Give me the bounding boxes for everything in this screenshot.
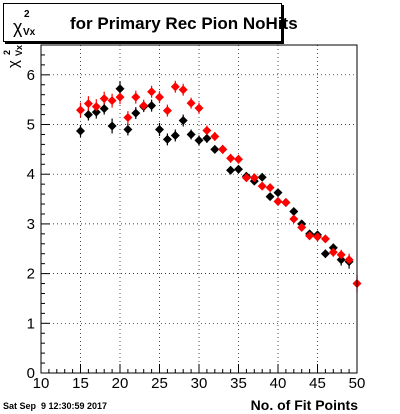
data-point (249, 173, 259, 183)
x-tick-label: 45 (309, 375, 326, 392)
axis-ticks (40, 44, 358, 374)
data-point (226, 165, 236, 175)
data-point (155, 124, 164, 134)
data-point (76, 105, 85, 115)
y-axis-title-sup: 2 (2, 50, 12, 55)
title-superscript: 2 (24, 9, 30, 20)
data-point (147, 87, 157, 97)
timestamp: Sat Sep 9 12:30:59 2017 (3, 401, 107, 411)
x-tick-label: 10 (33, 375, 50, 392)
plot-title: for Primary Rec Pion NoHits (70, 14, 298, 33)
y-tick-label: 1 (27, 315, 35, 332)
data-point (131, 92, 141, 102)
y-tick-label: 3 (27, 216, 35, 233)
data-point (313, 232, 322, 242)
y-tick-label: 0 (27, 365, 35, 382)
data-point (115, 92, 125, 102)
data-point (210, 144, 220, 154)
y-axis-title-sub: Vx (14, 45, 24, 56)
data-point (162, 106, 172, 116)
data-point (234, 154, 243, 164)
data-point (123, 113, 133, 123)
data-point (139, 101, 149, 111)
x-tick-label: 35 (230, 375, 247, 392)
error-bars (79, 80, 358, 293)
data-point (202, 133, 212, 143)
title-subscript: Vx (23, 27, 36, 38)
data-point (297, 222, 307, 232)
data-point (76, 126, 85, 136)
data-point (320, 249, 330, 259)
data-point (131, 108, 141, 118)
y-tick-label: 5 (27, 117, 35, 134)
data-point (107, 96, 117, 106)
data-point (202, 125, 212, 135)
data-point (328, 247, 338, 257)
y-axis-title-symbol: χ (5, 60, 22, 68)
data-point (99, 104, 109, 114)
data-point (210, 131, 220, 141)
data-point (170, 130, 180, 140)
data-point (320, 234, 330, 244)
data-point (186, 98, 196, 108)
data-point (336, 255, 346, 265)
data-point (218, 144, 228, 154)
data-point (336, 250, 346, 260)
data-point (99, 94, 109, 104)
data-point (83, 99, 93, 109)
data-point (281, 198, 291, 208)
data-point (257, 181, 267, 191)
title-chi-symbol: χ (13, 17, 23, 37)
data-point (194, 135, 204, 145)
data-point (115, 84, 125, 94)
data-point (178, 85, 188, 95)
data-point (91, 107, 101, 117)
x-tick-label: 25 (151, 375, 168, 392)
data-point (257, 172, 267, 182)
x-tick-label: 30 (191, 375, 208, 392)
plot-title-box: χ 2 Vx for Primary Rec Pion NoHits (3, 3, 298, 42)
data-point (241, 173, 251, 183)
data-point (170, 82, 180, 92)
data-point (234, 164, 243, 174)
data-markers (76, 82, 362, 289)
y-axis-title: χ 2 Vx (2, 45, 24, 68)
data-point (305, 231, 315, 241)
data-point (83, 110, 93, 120)
data-point (178, 116, 188, 126)
data-point (162, 134, 172, 144)
x-axis-title: No. of Fit Points (251, 397, 359, 413)
data-point (273, 197, 283, 207)
data-point (123, 124, 133, 134)
y-tick-label: 6 (27, 67, 35, 84)
x-tick-label: 15 (72, 375, 89, 392)
x-tick-label: 40 (270, 375, 287, 392)
data-point (265, 192, 275, 202)
data-point (91, 102, 101, 112)
grid-lines (41, 45, 357, 373)
data-point (186, 129, 196, 139)
data-point (344, 255, 354, 265)
data-point (155, 92, 164, 102)
y-tick-label: 2 (27, 266, 35, 283)
x-tick-label: 50 (349, 375, 366, 392)
data-point (273, 188, 283, 198)
data-point (289, 214, 299, 224)
data-point (194, 103, 204, 113)
x-tick-label: 20 (112, 375, 129, 392)
data-point (289, 206, 299, 216)
data-point (107, 121, 117, 131)
data-point (226, 153, 236, 163)
data-point (147, 101, 157, 111)
data-point (265, 183, 275, 193)
y-tick-label: 4 (27, 166, 35, 183)
